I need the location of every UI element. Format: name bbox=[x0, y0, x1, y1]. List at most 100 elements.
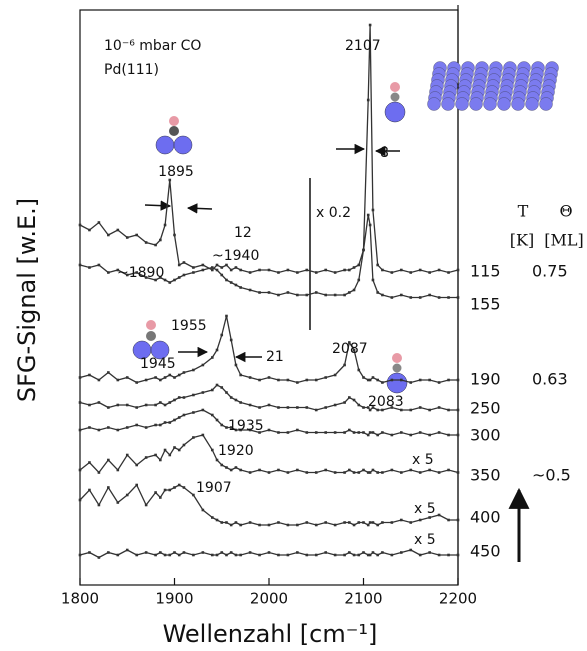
data-point bbox=[116, 553, 120, 557]
data-point bbox=[305, 268, 309, 272]
data-point bbox=[447, 378, 450, 382]
data-point bbox=[348, 291, 351, 294]
data-point bbox=[163, 421, 167, 424]
data-point bbox=[343, 471, 346, 474]
data-point bbox=[324, 293, 327, 297]
bridge-site-icon bbox=[132, 320, 170, 360]
data-point bbox=[215, 383, 219, 387]
data-point bbox=[234, 266, 238, 269]
data-point bbox=[267, 376, 271, 379]
data-point bbox=[116, 268, 120, 272]
data-point bbox=[248, 271, 252, 274]
data-point bbox=[88, 228, 91, 232]
data-point bbox=[362, 468, 365, 472]
data-point bbox=[192, 266, 195, 269]
data-point bbox=[333, 431, 337, 434]
data-point bbox=[267, 403, 271, 407]
data-point bbox=[239, 428, 242, 432]
data-point bbox=[277, 378, 280, 382]
data-point bbox=[192, 393, 195, 397]
annotation: 12 bbox=[234, 225, 252, 241]
data-point bbox=[456, 518, 460, 522]
surface-atom bbox=[441, 97, 455, 111]
data-point bbox=[192, 368, 195, 372]
data-point bbox=[173, 446, 176, 449]
spectrum-line bbox=[79, 315, 458, 384]
data-point bbox=[225, 426, 228, 429]
data-point bbox=[324, 551, 327, 554]
data-point bbox=[154, 453, 157, 457]
data-point bbox=[267, 428, 271, 432]
data-point bbox=[381, 521, 384, 524]
data-point bbox=[409, 408, 413, 412]
data-point bbox=[400, 268, 403, 272]
data-point bbox=[371, 521, 375, 524]
data-point bbox=[456, 471, 460, 474]
data-point bbox=[201, 551, 205, 554]
data-point bbox=[234, 553, 238, 557]
data-point bbox=[381, 551, 384, 554]
data-point bbox=[314, 378, 318, 382]
annotation: 8 bbox=[380, 145, 389, 161]
data-point bbox=[135, 553, 138, 557]
data-point bbox=[362, 521, 365, 524]
data-point bbox=[348, 551, 351, 554]
data-point bbox=[173, 551, 176, 554]
data-point bbox=[116, 228, 120, 232]
data-point bbox=[135, 423, 138, 427]
data-point bbox=[286, 291, 290, 294]
data-point bbox=[343, 521, 346, 524]
data-point bbox=[267, 291, 271, 294]
data-point bbox=[78, 263, 82, 267]
data-point bbox=[225, 263, 228, 267]
data-point bbox=[428, 378, 431, 382]
data-point bbox=[348, 341, 351, 344]
data-point bbox=[177, 396, 181, 399]
data-point bbox=[182, 396, 186, 399]
bridge-site-icon bbox=[155, 116, 193, 155]
coverage-label: ~0.5 bbox=[532, 466, 571, 485]
data-point bbox=[248, 376, 252, 379]
data-point bbox=[144, 551, 148, 554]
data-point bbox=[163, 278, 167, 282]
annotation: ~1940 bbox=[212, 248, 259, 264]
data-point bbox=[225, 314, 228, 318]
data-point bbox=[381, 381, 384, 384]
data-point bbox=[376, 408, 379, 412]
data-point bbox=[258, 268, 261, 272]
temperature-label: 250 bbox=[470, 399, 501, 418]
data-point bbox=[456, 296, 460, 299]
data-point bbox=[352, 471, 356, 474]
data-point bbox=[168, 453, 172, 457]
data-point bbox=[173, 278, 176, 282]
data-point bbox=[88, 461, 91, 464]
surface-atom bbox=[455, 97, 469, 111]
annotation: 21 bbox=[266, 349, 284, 365]
data-point bbox=[154, 553, 157, 557]
data-point bbox=[296, 428, 299, 432]
data-point bbox=[400, 471, 403, 474]
data-point bbox=[159, 423, 162, 427]
annotation: 1935 bbox=[228, 418, 264, 434]
data-point bbox=[296, 271, 299, 274]
data-point bbox=[357, 431, 361, 434]
data-point bbox=[220, 423, 224, 427]
data-point bbox=[371, 376, 375, 379]
data-point bbox=[135, 381, 138, 384]
data-point bbox=[428, 551, 431, 554]
data-point bbox=[78, 468, 82, 472]
data-point bbox=[234, 283, 238, 287]
data-point bbox=[400, 551, 403, 554]
data-point bbox=[366, 553, 370, 557]
data-point bbox=[368, 553, 372, 557]
data-point bbox=[229, 268, 233, 272]
data-point bbox=[428, 293, 431, 297]
data-point bbox=[239, 373, 242, 377]
data-point bbox=[277, 431, 280, 434]
data-point bbox=[159, 238, 162, 242]
data-point bbox=[177, 448, 181, 452]
data-point bbox=[116, 378, 120, 382]
data-point bbox=[277, 406, 280, 409]
data-point bbox=[390, 271, 394, 274]
data-point bbox=[211, 266, 214, 269]
